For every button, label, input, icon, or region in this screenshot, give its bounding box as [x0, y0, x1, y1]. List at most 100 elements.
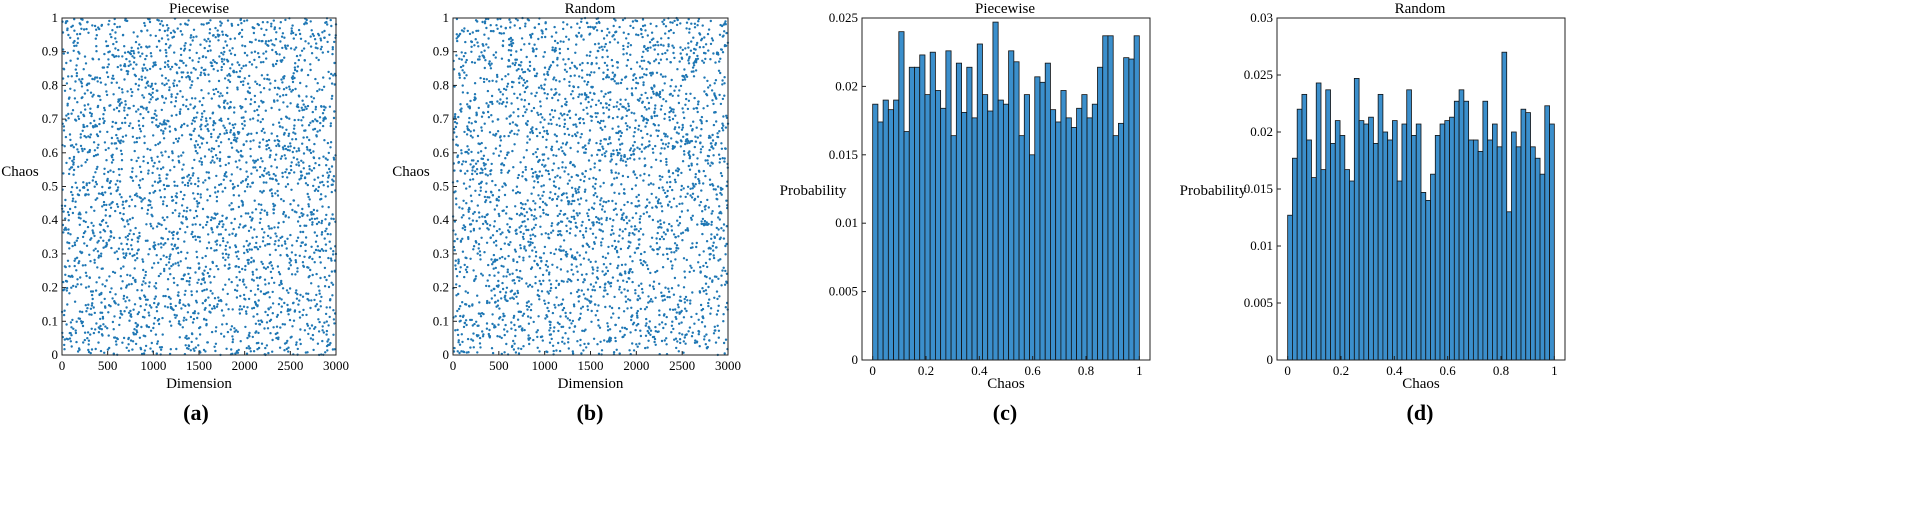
data-point — [559, 258, 563, 261]
data-point — [555, 154, 558, 157]
data-point — [86, 337, 89, 340]
data-point — [198, 223, 202, 226]
data-point — [198, 240, 202, 243]
data-point — [150, 84, 153, 88]
data-point — [315, 293, 318, 297]
data-point — [295, 70, 299, 73]
data-point — [164, 242, 167, 245]
data-point — [333, 322, 336, 325]
data-point — [294, 46, 298, 49]
data-point — [116, 25, 119, 29]
data-point — [261, 227, 264, 231]
data-point — [249, 185, 252, 188]
data-point — [526, 85, 529, 89]
data-point — [82, 123, 85, 127]
data-point — [63, 217, 67, 220]
data-point — [105, 203, 108, 207]
data-point — [90, 114, 93, 118]
data-point — [318, 289, 321, 292]
data-point — [238, 70, 242, 73]
data-point — [480, 129, 484, 132]
data-point — [240, 67, 243, 70]
data-point — [590, 119, 593, 123]
data-point — [170, 114, 173, 117]
data-point — [227, 308, 230, 311]
data-point — [130, 238, 134, 241]
data-point — [243, 283, 246, 286]
data-point — [259, 61, 263, 64]
data-point — [554, 46, 557, 50]
data-point — [193, 120, 196, 123]
data-point — [628, 157, 632, 160]
data-point — [156, 342, 159, 345]
data-point — [120, 68, 123, 71]
x-tick-label: 3000 — [323, 358, 349, 373]
data-point — [511, 42, 515, 45]
data-point — [604, 92, 607, 96]
data-point — [262, 100, 265, 104]
data-point — [251, 273, 255, 276]
data-point — [329, 146, 332, 149]
data-point — [89, 351, 92, 355]
data-point — [582, 122, 586, 125]
data-point — [117, 55, 120, 58]
data-point — [626, 289, 629, 292]
data-point — [86, 307, 89, 310]
data-point — [308, 198, 311, 201]
data-point — [66, 20, 69, 23]
data-point — [168, 86, 171, 89]
data-point — [62, 343, 66, 347]
data-point — [616, 66, 619, 69]
data-point — [208, 44, 211, 48]
data-point — [463, 27, 466, 30]
data-point — [333, 61, 336, 65]
data-point — [135, 137, 139, 140]
data-point — [147, 169, 150, 172]
data-point — [596, 266, 599, 269]
data-point — [265, 321, 269, 324]
data-point — [149, 203, 152, 207]
data-point — [495, 204, 499, 207]
data-point — [133, 141, 136, 144]
data-point — [497, 88, 501, 91]
data-point — [291, 80, 295, 84]
data-point — [131, 170, 134, 173]
data-point — [270, 25, 273, 28]
data-point — [472, 245, 476, 248]
data-point — [128, 205, 131, 208]
data-point — [548, 66, 551, 69]
data-point — [272, 208, 276, 211]
data-point — [613, 177, 616, 180]
data-point — [135, 159, 138, 163]
data-point — [629, 67, 633, 71]
data-point — [308, 255, 312, 258]
data-point — [554, 79, 558, 82]
data-point — [492, 225, 496, 228]
data-point — [471, 219, 475, 222]
data-point — [505, 117, 508, 120]
data-point — [545, 97, 549, 100]
data-point — [74, 119, 78, 122]
data-point — [226, 91, 229, 95]
data-point — [309, 121, 312, 125]
data-point — [104, 285, 107, 288]
data-point — [256, 108, 259, 112]
data-point — [253, 246, 256, 249]
data-point — [291, 24, 294, 27]
data-point — [202, 277, 205, 280]
data-point — [594, 25, 597, 29]
data-point — [608, 136, 611, 139]
data-point — [237, 265, 240, 269]
data-point — [325, 278, 328, 282]
data-point — [214, 26, 217, 30]
data-point — [516, 19, 519, 22]
data-point — [195, 337, 198, 340]
data-point — [489, 236, 492, 239]
data-point — [494, 266, 497, 270]
data-point — [526, 120, 529, 123]
data-point — [582, 146, 585, 149]
data-point — [263, 327, 266, 330]
data-point — [499, 139, 503, 142]
data-point — [149, 329, 153, 332]
data-point — [129, 229, 132, 232]
